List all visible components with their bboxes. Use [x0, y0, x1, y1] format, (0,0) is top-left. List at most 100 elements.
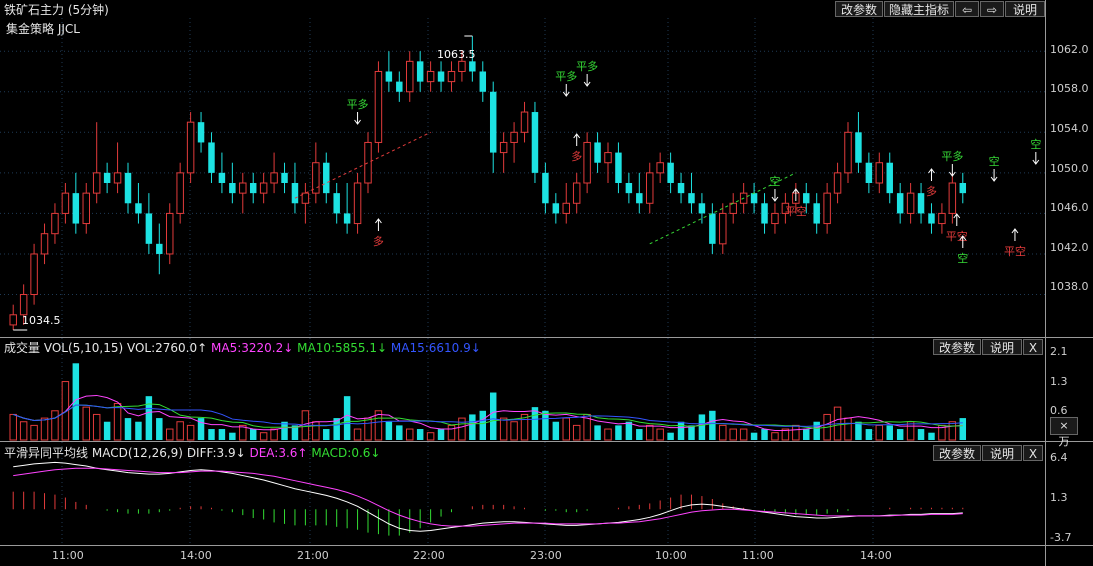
candle-body-up — [239, 182, 247, 194]
volume-bar — [19, 421, 28, 441]
signal-arrow-down-icon — [948, 164, 956, 177]
volume-bar — [688, 425, 695, 440]
signal-label: 空 — [957, 251, 968, 265]
next-arrow-icon[interactable]: ⇨ — [980, 1, 1004, 17]
vol-ma15-value: MA15:6610.9↓ — [390, 341, 481, 355]
candle-body-down — [229, 183, 236, 194]
candle-body-up — [447, 70, 456, 83]
candle-body-down — [469, 61, 476, 72]
candle-body-down — [197, 122, 205, 143]
volume-bar — [135, 421, 142, 440]
volume-bar — [469, 414, 476, 440]
volume-bar — [489, 392, 497, 440]
vol-value: VOL:2760.0↑ — [126, 341, 208, 355]
volume-bar — [875, 424, 884, 441]
macd-help-button[interactable]: 说明 — [982, 445, 1022, 461]
candle-body-down — [625, 183, 633, 194]
volume-bar — [82, 406, 90, 441]
y-tick-1054: 1054.0 — [1050, 122, 1089, 135]
volume-bar — [353, 428, 362, 441]
candle-body-down — [896, 193, 904, 214]
candle-body-down — [124, 172, 132, 204]
volume-bar — [761, 429, 768, 440]
volume-bar — [113, 402, 122, 441]
candle-body-down — [343, 213, 351, 224]
macd-close-button[interactable]: X — [1023, 445, 1043, 461]
signal-label: 多 — [926, 184, 937, 198]
candle-body-up — [30, 253, 38, 296]
volume-bar — [479, 410, 487, 440]
price-panel-separator — [0, 337, 1093, 338]
prev-arrow-icon[interactable]: ⇦ — [955, 1, 979, 17]
macd-series — [12, 461, 964, 536]
vol-ma10-value: MA10:5855.1↓ — [297, 341, 388, 355]
signal-label: 空 — [989, 154, 1000, 168]
candle-body-down — [323, 162, 330, 194]
candle-body-down — [803, 193, 810, 204]
candle-body-up — [844, 131, 852, 174]
volume-bar — [333, 418, 340, 440]
volume-bar — [677, 421, 685, 440]
candle-body-down — [886, 162, 893, 194]
candle-body-up — [938, 212, 946, 225]
macd-params-button[interactable]: 改参数 — [933, 445, 981, 461]
candle-body-down — [928, 213, 935, 224]
time-label-2: 14:00 — [180, 549, 212, 562]
volume-bar — [719, 424, 727, 441]
signal-arrow-down-icon — [583, 74, 591, 87]
y-tick-1042: 1042.0 — [1050, 241, 1089, 254]
volume-ma-lines — [13, 394, 963, 432]
volume-bar — [917, 429, 925, 440]
candle-body-down — [281, 172, 288, 183]
hide-main-indicator-button[interactable]: 隐藏主指标 — [884, 1, 954, 17]
volume-ma5-line — [13, 394, 963, 432]
signal-label: 多 — [571, 149, 582, 163]
time-label-3: 21:00 — [297, 549, 329, 562]
volume-ma15-line — [13, 404, 963, 427]
y-tick-1058: 1058.0 — [1050, 82, 1089, 95]
window-title: 铁矿石主力 (5分钟) — [4, 3, 109, 17]
volume-bar — [531, 407, 539, 440]
volume-unit-badge: ×万 — [1050, 417, 1078, 448]
volume-bar — [844, 417, 852, 441]
signal-arrow-up-icon — [573, 133, 581, 146]
volume-bar — [803, 429, 810, 440]
volume-bar — [781, 428, 790, 441]
signal-label: 平多 — [941, 149, 963, 163]
volume-bar — [291, 425, 299, 440]
candle-body-up — [875, 162, 884, 184]
params-button[interactable]: 改参数 — [835, 1, 883, 17]
volume-bar — [750, 432, 758, 440]
candle-body-up — [186, 121, 195, 174]
volume-bar — [406, 428, 414, 441]
volume-bar — [197, 418, 205, 440]
volume-bar — [124, 418, 132, 440]
signal-label: 平多 — [347, 97, 369, 111]
candle-body-up — [270, 172, 278, 184]
volume-close-button[interactable]: X — [1023, 339, 1043, 355]
volume-bar — [729, 428, 737, 441]
volume-help-button[interactable]: 说明 — [982, 339, 1022, 355]
volume-bar — [447, 424, 456, 441]
candle-body-up — [499, 141, 508, 154]
macd-dea-line — [13, 467, 963, 527]
volume-bar — [771, 432, 779, 441]
candle-body-down — [208, 142, 215, 173]
volume-bar — [92, 413, 101, 441]
candle-body-up — [259, 182, 268, 194]
candle-body-up — [572, 182, 581, 204]
volume-params-button[interactable]: 改参数 — [933, 339, 981, 355]
candle-body-up — [176, 172, 184, 214]
vol-tick-mid: 1.3 — [1050, 375, 1068, 388]
signal-label: 平空 — [785, 204, 807, 218]
signal-arrow-up-icon — [375, 218, 382, 231]
candle-body-down — [72, 193, 80, 224]
candle-body-up — [61, 192, 70, 214]
volume-panel-separator — [0, 441, 1093, 442]
signal-arrow-up-icon — [792, 188, 800, 201]
volume-bar — [572, 424, 581, 441]
volume-bar — [896, 429, 904, 440]
grid-lines — [0, 18, 1045, 545]
help-button[interactable]: 说明 — [1005, 1, 1045, 17]
